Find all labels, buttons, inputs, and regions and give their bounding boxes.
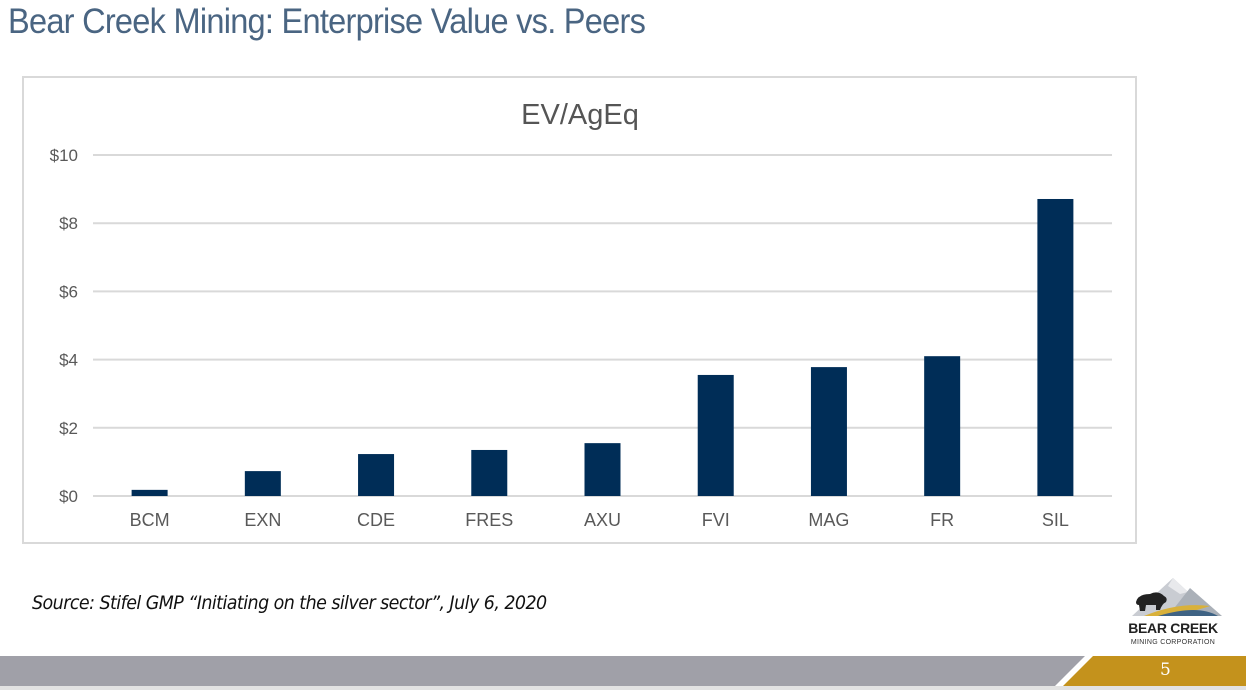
bear-creek-logo-icon — [1132, 578, 1222, 616]
bar-cde — [358, 454, 395, 496]
bars — [131, 198, 1074, 496]
x-tick-label: BCM — [130, 510, 170, 530]
logo-name: BEAR CREEK — [1128, 620, 1218, 636]
x-tick-label: FR — [930, 510, 954, 530]
y-tick-label: $8 — [59, 214, 78, 233]
bar-mag — [810, 367, 847, 496]
y-axis-ticks: $0 $2 $4 $6 $8 $10 — [50, 146, 78, 506]
y-tick-label: $4 — [59, 351, 78, 370]
x-tick-label: FRES — [465, 510, 513, 530]
x-tick-label: SIL — [1042, 510, 1069, 530]
x-tick-label: AXU — [584, 510, 621, 530]
y-tick-label: $6 — [59, 282, 78, 301]
x-tick-label: FVI — [702, 510, 730, 530]
x-tick-label: EXN — [244, 510, 281, 530]
bar-axu — [584, 443, 621, 496]
page-number: 5 — [1160, 660, 1171, 680]
bar-bcm — [131, 489, 168, 496]
x-axis-ticks: BCM EXN CDE FRES AXU FVI MAG FR SIL — [130, 510, 1069, 530]
footer-bar — [0, 656, 1246, 686]
y-tick-label: $2 — [59, 419, 78, 438]
chart-title: EV/AgEq — [521, 99, 639, 131]
bar-sil — [1037, 198, 1074, 496]
x-tick-label: MAG — [808, 510, 849, 530]
footer-accent — [1062, 656, 1246, 686]
bar-fres — [471, 449, 508, 496]
source-citation: Source: Stifel GMP “Initiating on the si… — [32, 592, 547, 614]
bar-fr — [924, 356, 961, 496]
y-tick-label: $10 — [50, 146, 78, 165]
y-tick-label: $0 — [59, 487, 78, 506]
logo-subtitle: MINING CORPORATION — [1130, 639, 1216, 646]
slide-title: Bear Creek Mining: Enterprise Value vs. … — [8, 2, 646, 41]
bar-chart: EV/AgEq $0 $2 $4 $6 $8 $10 BCM EXN CDE FRES AXU FV… — [50, 99, 1112, 530]
footer-underline — [0, 686, 1246, 690]
chart-frame: EV/AgEq $0 $2 $4 $6 $8 $10 BCM EXN CDE FRES AXU FV… — [22, 76, 1137, 544]
bar-exn — [244, 471, 281, 496]
x-tick-label: CDE — [357, 510, 395, 530]
bar-fvi — [697, 374, 734, 496]
